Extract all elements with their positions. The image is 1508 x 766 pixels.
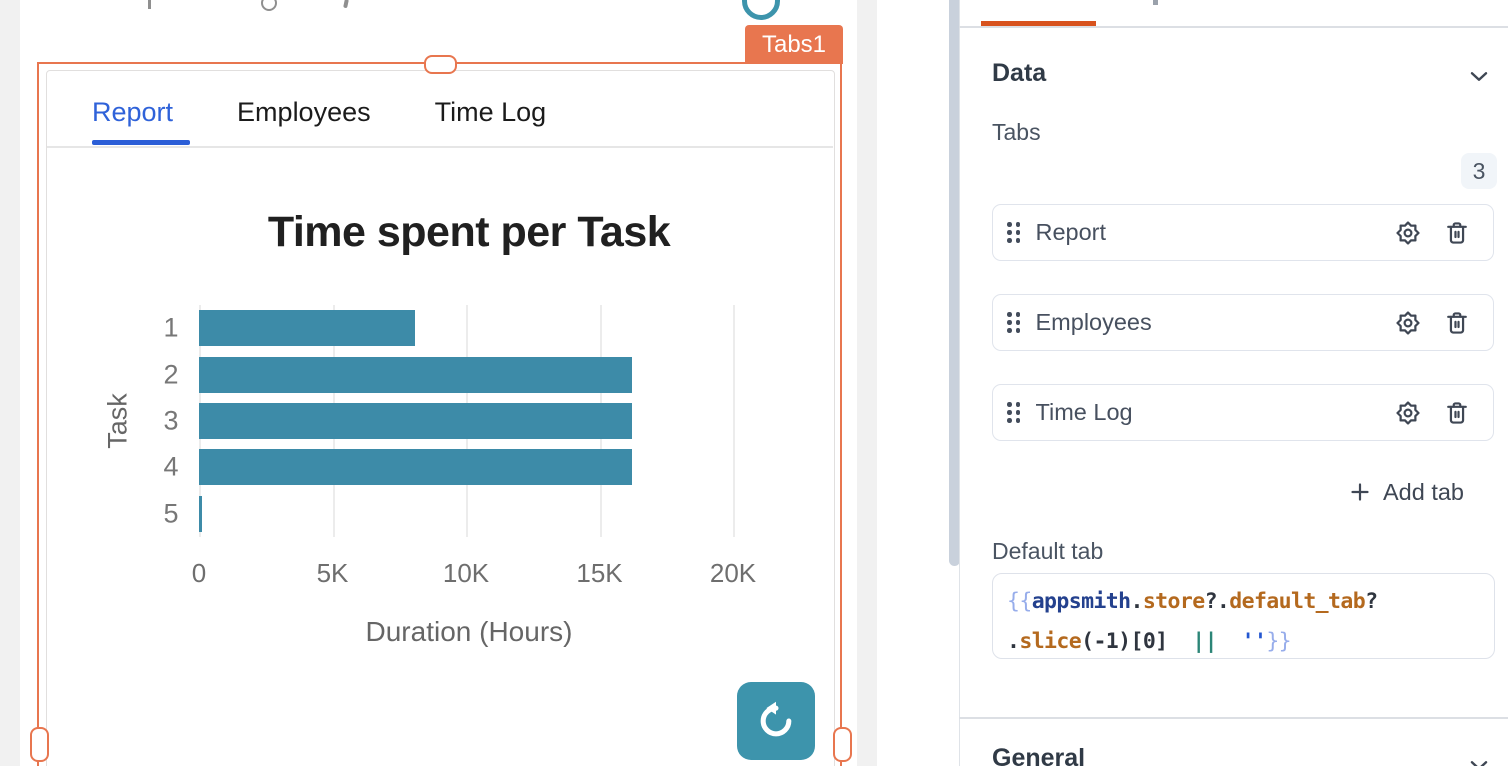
code-token: {{: [1007, 589, 1032, 614]
tab-delete-button[interactable]: [1443, 219, 1471, 247]
chart-xtick-label: 20K: [709, 558, 757, 588]
tab-item-label: Time Log: [1035, 399, 1133, 425]
code-token: slice: [1019, 629, 1082, 654]
trash-icon: [1443, 399, 1471, 427]
code-line-1: {{appsmith.store?.default_tab?: [1007, 582, 1480, 622]
chart-refresh-button[interactable]: [737, 682, 815, 760]
resize-handle-top[interactable]: [424, 55, 457, 74]
rotate-ccw-icon: [754, 699, 798, 743]
code-line-2: .slice(-1)[0] || ''}}: [1007, 622, 1480, 662]
chart-gridline: [733, 305, 735, 537]
chart-category-label: 5: [163, 498, 179, 529]
code-token: default_tab: [1229, 589, 1366, 614]
chart-y-axis-label: Task: [102, 393, 133, 449]
tab-delete-button[interactable]: [1443, 399, 1471, 427]
add-tab-label: Add tab: [1382, 478, 1464, 505]
pane-active-tab-underline: [981, 21, 1096, 27]
tab-settings-button[interactable]: [1394, 399, 1422, 427]
code-token: ?: [1365, 589, 1378, 614]
clipped-refresh-icon: [742, 0, 780, 20]
tab-item-employees[interactable]: Employees: [992, 294, 1494, 351]
code-token: '': [1241, 629, 1267, 654]
chart-plot: [199, 305, 789, 537]
tabs-count-badge: 3: [1461, 153, 1497, 189]
tab-item-time-log[interactable]: Time Log: [992, 384, 1494, 441]
section-header-general[interactable]: General: [992, 744, 1086, 766]
pane-section-divider: [959, 717, 1508, 719]
tab-item-report[interactable]: Report: [992, 204, 1494, 261]
tab-time-log[interactable]: Time Log: [434, 97, 547, 127]
gear-icon: [1394, 399, 1422, 427]
widget-tabbar: Report Employees Time Log: [92, 97, 546, 128]
pane-left-border: [958, 0, 960, 766]
code-token: (-1)[0]: [1081, 629, 1168, 654]
chart-bar: [199, 310, 416, 347]
tab-report[interactable]: Report: [92, 97, 174, 127]
chart-title: Time spent per Task: [267, 208, 671, 256]
tab-delete-button[interactable]: [1443, 309, 1471, 337]
code-token: ||: [1192, 629, 1217, 654]
chart-xtick-label: 15K: [576, 558, 623, 588]
gear-icon: [1394, 309, 1422, 337]
pane-scrollbar-thumb[interactable]: [949, 0, 960, 566]
drag-handle-icon[interactable]: [1007, 312, 1021, 333]
default-tab-label: Default tab: [992, 538, 1104, 564]
chart-bar: [199, 449, 632, 486]
chart-xticks: 0 5K 10K 15K 20K: [192, 558, 789, 590]
resize-handle-right[interactable]: [833, 727, 852, 762]
canvas-left-gutter: [0, 0, 20, 766]
clipped-pane-tab-text: [1153, 0, 1158, 5]
tabbar-divider: [47, 146, 833, 148]
chevron-down-icon[interactable]: [1466, 752, 1492, 766]
code-token: }}: [1266, 629, 1292, 654]
plus-icon: [1348, 480, 1372, 504]
tab-item-label: Employees: [1035, 309, 1152, 335]
tab-employees[interactable]: Employees: [237, 97, 371, 127]
code-token: store: [1142, 589, 1205, 614]
chart-bar: [199, 356, 632, 393]
pane-top-divider: [959, 26, 1508, 28]
chart-bar: [199, 403, 632, 439]
code-token: [1217, 629, 1242, 654]
widget-name-badge[interactable]: Tabs1: [745, 25, 843, 64]
active-tab-underline: [92, 140, 190, 145]
tab-settings-button[interactable]: [1394, 219, 1422, 247]
chevron-down-icon[interactable]: [1466, 63, 1492, 89]
tabs-field-label: Tabs: [992, 119, 1041, 145]
code-token: ?.: [1204, 589, 1230, 614]
default-tab-code-input[interactable]: {{appsmith.store?.default_tab? .slice(-1…: [992, 573, 1495, 659]
chart-xtick-label: 5K: [316, 558, 349, 588]
resize-handle-left[interactable]: [30, 727, 49, 762]
chart-xtick-label: 0: [191, 558, 207, 588]
code-token: .: [1007, 629, 1020, 654]
code-token: .: [1130, 589, 1143, 614]
code-token: appsmith: [1031, 589, 1131, 614]
tab-item-label: Report: [1035, 219, 1107, 245]
chart-category-label: 4: [163, 451, 179, 482]
trash-icon: [1443, 309, 1471, 337]
canvas-right-gutter: [857, 0, 877, 766]
gear-icon: [1394, 219, 1422, 247]
clipped-text-fragment: [343, 0, 349, 9]
drag-handle-icon[interactable]: [1007, 222, 1021, 243]
section-header-data[interactable]: Data: [992, 59, 1047, 87]
code-token: [1168, 629, 1193, 654]
chart-category-label: 2: [163, 359, 179, 390]
add-tab-button[interactable]: Add tab: [992, 476, 1470, 508]
chart-bar: [199, 495, 202, 532]
drag-handle-icon[interactable]: [1007, 402, 1021, 423]
trash-icon: [1443, 219, 1471, 247]
chart-categories: 1 2 3 4 5: [150, 305, 192, 537]
clipped-text-fragment: [148, 0, 151, 9]
chart-x-axis-label: Duration (Hours): [365, 616, 573, 647]
chart-category-label: 3: [163, 405, 179, 436]
chart-category-label: 1: [163, 312, 179, 343]
clipped-text-fragment: [261, 0, 277, 11]
chart-xtick-label: 10K: [442, 558, 490, 588]
tab-settings-button[interactable]: [1394, 309, 1422, 337]
